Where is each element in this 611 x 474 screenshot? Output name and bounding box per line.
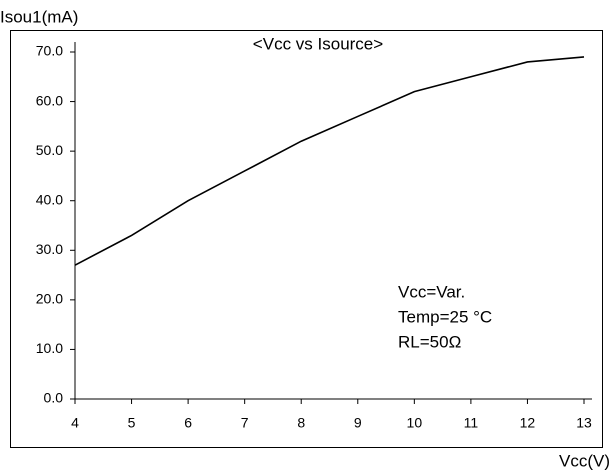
y-tick-label: 40.0 xyxy=(36,191,63,207)
data-line xyxy=(74,56,585,266)
y-tick-label: 10.0 xyxy=(36,340,63,356)
x-tick-label: 5 xyxy=(128,415,136,431)
annotation: RL=50Ω xyxy=(398,332,461,351)
y-axis-label: Isou1(mA) xyxy=(0,7,78,26)
x-tick-label: 12 xyxy=(520,415,536,431)
y-tick-label: 50.0 xyxy=(36,142,63,158)
x-tick-label: 13 xyxy=(576,415,592,431)
x-tick-label: 6 xyxy=(184,415,192,431)
x-tick-label: 8 xyxy=(297,415,305,431)
y-tick-label: 0.0 xyxy=(44,390,64,406)
y-tick-label: 20.0 xyxy=(36,291,63,307)
frame xyxy=(10,30,603,448)
x-axis-label: Vcc(V) xyxy=(559,451,610,470)
chart-title: <Vcc vs Isource> xyxy=(253,34,383,53)
x-tick-label: 4 xyxy=(71,415,79,431)
y-tick-label: 30.0 xyxy=(36,241,63,257)
x-tick-label: 7 xyxy=(241,415,249,431)
y-tick-label: 60.0 xyxy=(36,92,63,108)
x-tick-label: 9 xyxy=(354,415,362,431)
annotation: Temp=25 °C xyxy=(398,307,492,326)
y-tick-label: 70.0 xyxy=(36,43,63,59)
x-tick-label: 11 xyxy=(464,415,479,431)
x-tick-label: 10 xyxy=(407,415,423,431)
annotation: Vcc=Var. xyxy=(398,282,465,301)
